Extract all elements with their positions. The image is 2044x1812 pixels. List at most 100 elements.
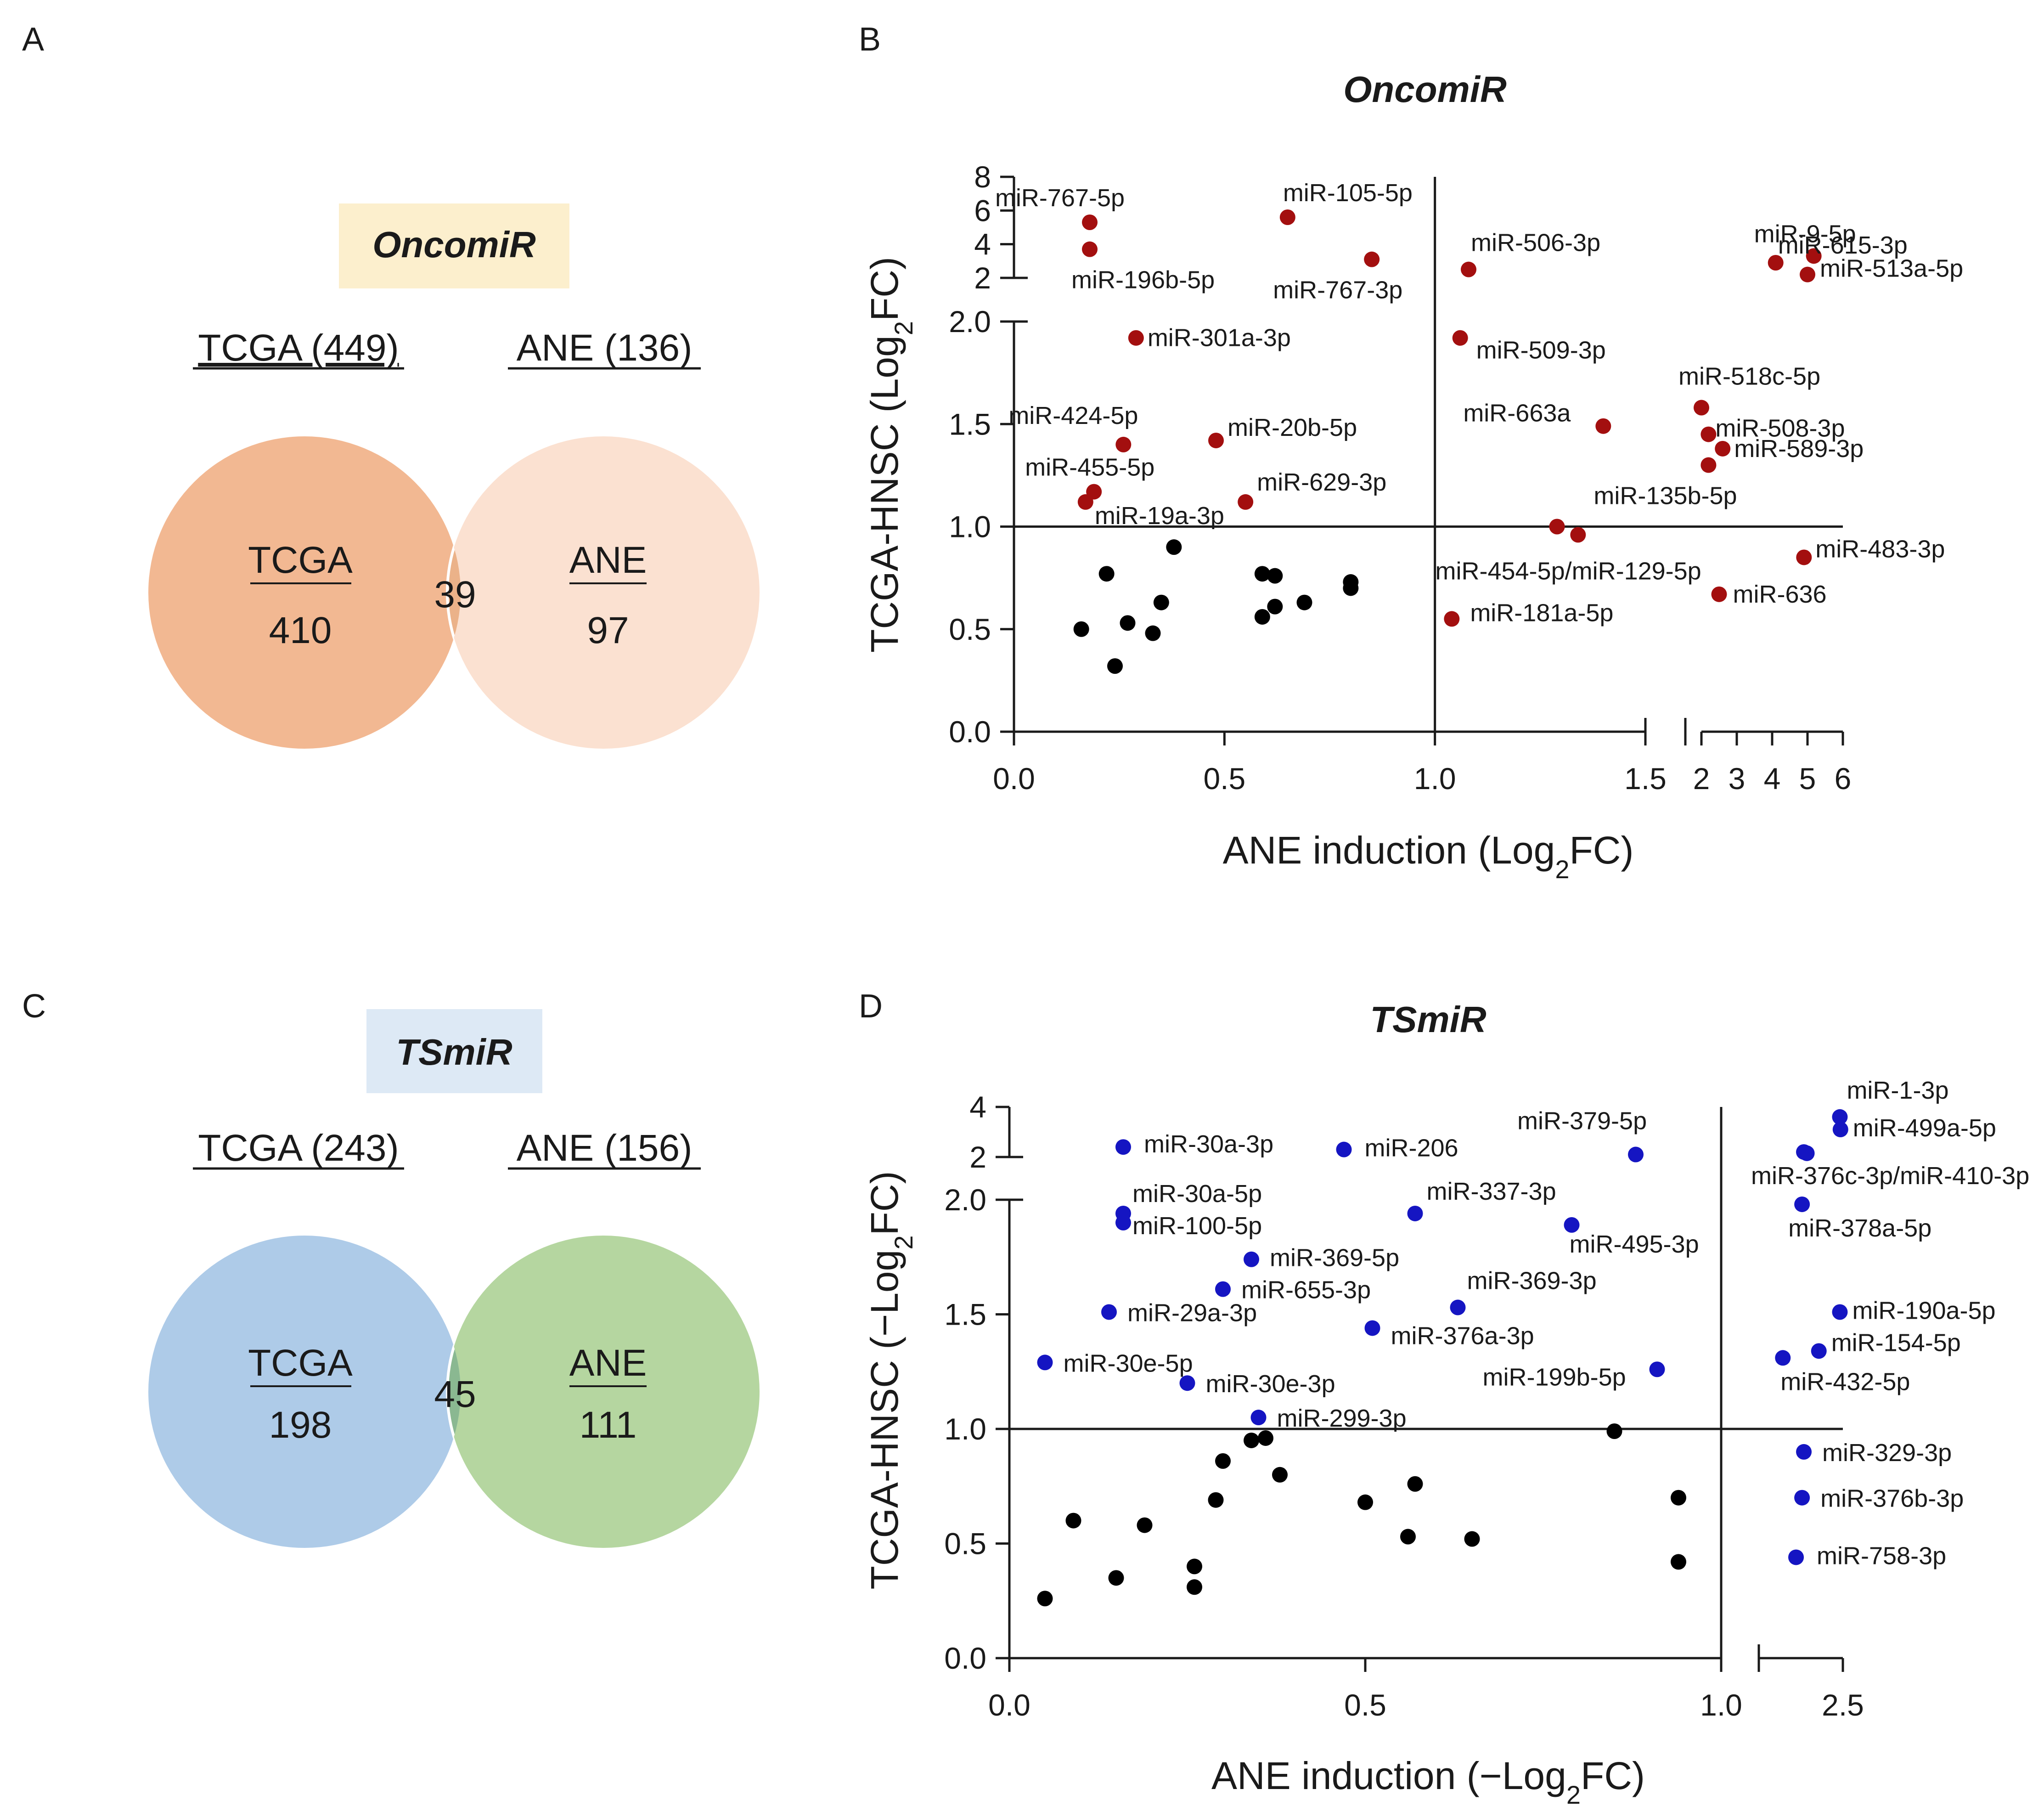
data-point-highlighted — [1796, 549, 1812, 565]
data-point-highlighted — [1832, 1304, 1848, 1320]
data-point — [1037, 1591, 1053, 1607]
data-point-highlighted — [1570, 527, 1586, 543]
point-label: miR-636 — [1733, 581, 1827, 608]
data-point-highlighted — [1794, 1490, 1810, 1506]
panel-letter-b: B — [859, 21, 881, 58]
x-tick-label: 1.5 — [1624, 762, 1667, 796]
venn-oncomir-right-label: ANE — [569, 539, 647, 581]
point-label: miR-30a-3p — [1144, 1130, 1273, 1158]
y-tick-label: 0.5 — [944, 1527, 986, 1561]
y-tick-label: 2 — [969, 1140, 986, 1174]
y-tick-label: 0.5 — [949, 612, 991, 646]
data-point-highlighted — [1082, 215, 1098, 230]
data-point-highlighted — [1037, 1355, 1053, 1371]
data-point — [1108, 1570, 1124, 1586]
data-point — [1107, 658, 1123, 674]
venn-tsmir-ane-circle — [447, 1236, 760, 1548]
data-point-highlighted — [1215, 1281, 1231, 1297]
chart-title: TSmiR — [1370, 999, 1487, 1040]
point-label: miR-509-3p — [1476, 337, 1606, 364]
data-point-highlighted — [1179, 1375, 1195, 1391]
venn-oncomir-left-label: TCGA — [248, 539, 353, 581]
data-point-highlighted — [1115, 1139, 1131, 1155]
point-label: miR-483-3p — [1815, 535, 1945, 563]
venn-tsmir-title: TSmiR — [396, 1032, 512, 1073]
x-tick-label: 2.5 — [1822, 1688, 1864, 1722]
point-label: miR-29a-3p — [1127, 1299, 1257, 1327]
y-tick-label: 4 — [969, 1090, 986, 1124]
venn-tsmir-left-count: 198 — [269, 1404, 332, 1446]
data-point-highlighted — [1128, 330, 1144, 346]
data-point-highlighted — [1775, 1350, 1791, 1366]
venn-oncomir-title: OncomiR — [372, 224, 536, 265]
point-label: miR-615-3p — [1778, 231, 1908, 259]
chart-title: OncomiR — [1343, 69, 1507, 110]
point-label: miR-181a-5p — [1470, 599, 1613, 627]
point-label: miR-135b-5p — [1594, 482, 1737, 510]
data-point — [1606, 1423, 1622, 1439]
data-point — [1296, 594, 1312, 610]
point-label: miR-379-5p — [1517, 1107, 1647, 1135]
data-point-highlighted — [1244, 1251, 1259, 1267]
point-label: miR-30e-5p — [1064, 1349, 1193, 1377]
venn-tsmir-overlap-outline — [446, 1236, 461, 1548]
data-point-highlighted — [1238, 494, 1254, 510]
data-point-highlighted — [1250, 1410, 1267, 1426]
data-point — [1145, 625, 1161, 641]
point-label: miR-1-3p — [1847, 1077, 1948, 1104]
point-label: miR-495-3p — [1570, 1231, 1699, 1258]
venn-oncomir-overlap-outline — [446, 436, 461, 749]
data-point-highlighted — [1832, 1122, 1848, 1138]
data-point — [1464, 1531, 1480, 1547]
data-point — [1343, 580, 1359, 596]
point-label: miR-758-3p — [1817, 1542, 1946, 1569]
data-point — [1258, 1430, 1273, 1446]
venn-tsmir: TSmiR TCGA (243) ANE (156) TCGA 198 45 A… — [148, 1009, 760, 1548]
venn-oncomir: OncomiR TCGA (449) ANE (136) TCGA 410 39… — [148, 203, 760, 749]
venn-oncomir-left-header: TCGA (449) — [198, 327, 399, 369]
data-point-highlighted — [1279, 209, 1295, 225]
data-point-highlighted — [1549, 519, 1565, 535]
point-label: miR-301a-3p — [1148, 324, 1291, 352]
data-point-highlighted — [1077, 494, 1093, 510]
venn-tsmir-left-label: TCGA — [248, 1342, 353, 1384]
venn-oncomir-left-count: 410 — [269, 610, 332, 651]
y-tick-label: 2.0 — [949, 305, 991, 339]
data-point-highlighted — [1628, 1146, 1644, 1163]
point-label: miR-30e-3p — [1206, 1370, 1335, 1398]
x-tick-label: 2 — [1693, 762, 1710, 796]
data-point-highlighted — [1796, 1444, 1812, 1460]
point-label: miR-329-3p — [1822, 1439, 1952, 1467]
venn-tsmir-right-count: 111 — [580, 1404, 637, 1446]
point-label: miR-196b-5p — [1071, 266, 1215, 294]
panel-letter-a: A — [22, 21, 44, 58]
venn-tsmir-right-header: ANE (156) — [517, 1127, 693, 1169]
data-point — [1272, 1467, 1288, 1483]
data-point-highlighted — [1595, 418, 1611, 434]
point-label: miR-499a-5p — [1853, 1114, 1996, 1142]
data-point — [1267, 568, 1283, 584]
venn-oncomir-right-header: ANE (136) — [517, 327, 693, 369]
point-label: miR-424-5p — [1008, 402, 1138, 429]
data-point-highlighted — [1701, 457, 1717, 473]
venn-oncomir-right-count: 97 — [587, 610, 629, 651]
point-label: miR-376c-3p/miR-410-3p — [1751, 1162, 2029, 1190]
y-tick-label: 1.0 — [944, 1412, 986, 1446]
data-point-highlighted — [1768, 255, 1784, 271]
data-point-highlighted — [1115, 436, 1132, 452]
data-point — [1073, 621, 1089, 637]
data-point-highlighted — [1799, 1145, 1815, 1161]
y-tick-label: 2.0 — [944, 1183, 986, 1217]
venn-tsmir-left-header: TCGA (243) — [198, 1127, 399, 1169]
x-tick-label: 6 — [1835, 762, 1852, 796]
x-tick-label: 1.0 — [1700, 1688, 1742, 1722]
data-point — [1671, 1554, 1686, 1570]
x-tick-label: 0.0 — [993, 762, 1035, 796]
point-label: miR-376b-3p — [1820, 1485, 1964, 1513]
point-label: miR-206 — [1365, 1135, 1458, 1162]
data-point — [1254, 609, 1270, 625]
data-point — [1215, 1453, 1231, 1469]
point-label: miR-508-3p — [1715, 415, 1845, 442]
